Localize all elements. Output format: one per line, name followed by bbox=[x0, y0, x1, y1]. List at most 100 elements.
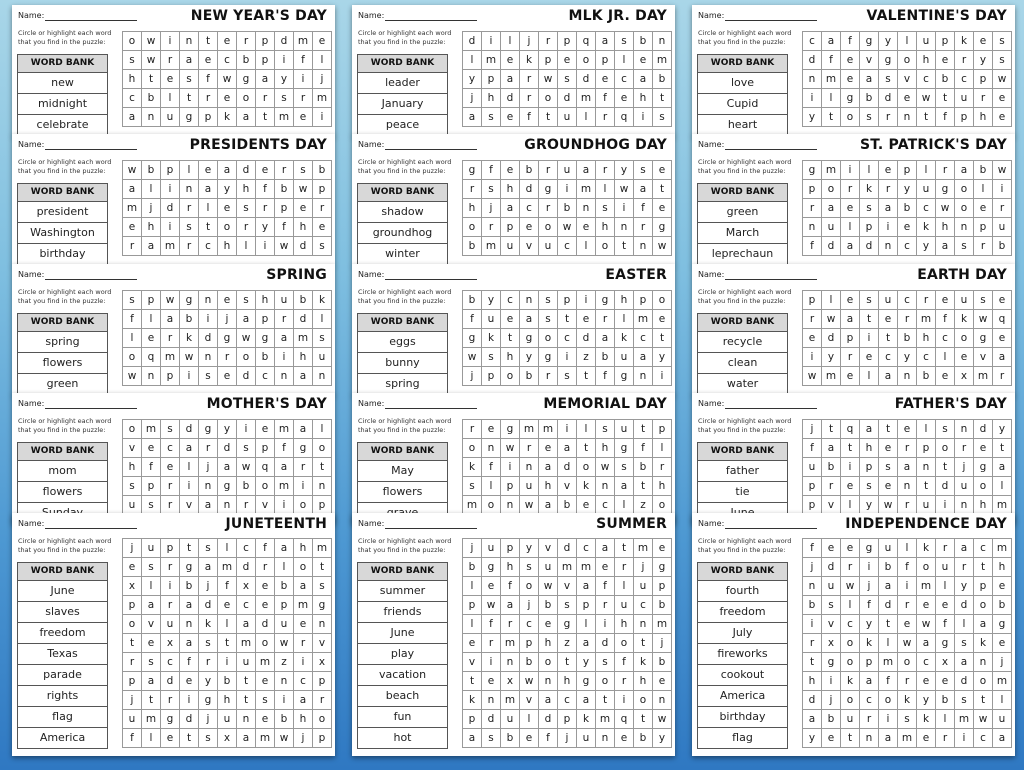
grid-cell[interactable]: h bbox=[595, 438, 615, 458]
grid-cell[interactable]: l bbox=[973, 179, 993, 199]
grid-cell[interactable]: o bbox=[916, 557, 936, 577]
grid-cell[interactable]: p bbox=[557, 290, 577, 310]
grid-cell[interactable]: y bbox=[897, 347, 917, 367]
grid-cell[interactable]: d bbox=[557, 457, 577, 477]
grid-cell[interactable]: p bbox=[312, 179, 332, 199]
grid-cell[interactable]: i bbox=[595, 614, 615, 634]
grid-cell[interactable]: f bbox=[821, 50, 841, 70]
grid-cell[interactable]: l bbox=[992, 476, 1012, 496]
grid-cell[interactable]: i bbox=[935, 495, 955, 515]
grid-cell[interactable]: j bbox=[198, 457, 218, 477]
grid-cell[interactable]: o bbox=[462, 438, 482, 458]
grid-cell[interactable]: u bbox=[802, 457, 822, 477]
grid-cell[interactable]: o bbox=[840, 633, 860, 653]
grid-cell[interactable]: g bbox=[859, 538, 879, 558]
grid-cell[interactable]: m bbox=[236, 633, 256, 653]
grid-cell[interactable]: a bbox=[840, 309, 860, 329]
grid-cell[interactable]: i bbox=[293, 69, 313, 89]
grid-cell[interactable]: r bbox=[500, 614, 520, 634]
grid-cell[interactable]: i bbox=[274, 50, 294, 70]
grid-cell[interactable]: q bbox=[614, 107, 634, 127]
grid-cell[interactable]: g bbox=[255, 328, 275, 348]
grid-cell[interactable]: g bbox=[652, 217, 672, 237]
grid-cell[interactable]: e bbox=[217, 31, 237, 51]
grid-cell[interactable]: o bbox=[312, 709, 332, 729]
grid-cell[interactable]: u bbox=[916, 31, 936, 51]
grid-cell[interactable]: g bbox=[557, 614, 577, 634]
grid-cell[interactable]: h bbox=[500, 557, 520, 577]
grid-cell[interactable]: w bbox=[160, 290, 180, 310]
grid-cell[interactable]: r bbox=[935, 160, 955, 180]
grid-cell[interactable]: g bbox=[935, 633, 955, 653]
grid-cell[interactable]: n bbox=[312, 476, 332, 496]
grid-cell[interactable]: r bbox=[935, 728, 955, 748]
grid-cell[interactable]: i bbox=[878, 217, 898, 237]
grid-cell[interactable]: a bbox=[500, 198, 520, 218]
grid-cell[interactable]: y bbox=[652, 728, 672, 748]
grid-cell[interactable]: r bbox=[198, 652, 218, 672]
grid-cell[interactable]: b bbox=[821, 457, 841, 477]
grid-cell[interactable]: e bbox=[840, 366, 860, 386]
grid-cell[interactable]: a bbox=[198, 179, 218, 199]
grid-cell[interactable]: l bbox=[141, 179, 161, 199]
grid-cell[interactable]: r bbox=[538, 198, 558, 218]
grid-cell[interactable]: h bbox=[652, 476, 672, 496]
grid-cell[interactable]: u bbox=[576, 728, 596, 748]
grid-cell[interactable]: a bbox=[122, 107, 142, 127]
grid-cell[interactable]: f bbox=[859, 595, 879, 615]
grid-cell[interactable]: u bbox=[878, 290, 898, 310]
grid-cell[interactable]: s bbox=[481, 728, 501, 748]
grid-cell[interactable]: s bbox=[878, 69, 898, 89]
grid-cell[interactable]: u bbox=[614, 595, 634, 615]
grid-cell[interactable]: u bbox=[633, 576, 653, 596]
grid-cell[interactable]: k bbox=[954, 31, 974, 51]
grid-cell[interactable]: b bbox=[935, 69, 955, 89]
grid-cell[interactable]: s bbox=[954, 690, 974, 710]
grid-cell[interactable]: f bbox=[274, 438, 294, 458]
grid-cell[interactable]: r bbox=[462, 419, 482, 439]
grid-cell[interactable]: z bbox=[633, 495, 653, 515]
grid-cell[interactable]: r bbox=[878, 179, 898, 199]
grid-cell[interactable]: u bbox=[236, 652, 256, 672]
grid-cell[interactable]: w bbox=[519, 495, 539, 515]
grid-cell[interactable]: d bbox=[236, 557, 256, 577]
grid-cell[interactable]: u bbox=[538, 557, 558, 577]
grid-cell[interactable]: h bbox=[236, 179, 256, 199]
grid-cell[interactable]: l bbox=[935, 347, 955, 367]
grid-cell[interactable]: e bbox=[973, 438, 993, 458]
grid-cell[interactable]: o bbox=[652, 495, 672, 515]
grid-cell[interactable]: p bbox=[954, 107, 974, 127]
grid-cell[interactable]: s bbox=[160, 419, 180, 439]
grid-cell[interactable]: m bbox=[576, 88, 596, 108]
grid-cell[interactable]: t bbox=[141, 69, 161, 89]
grid-cell[interactable]: o bbox=[652, 290, 672, 310]
grid-cell[interactable]: o bbox=[840, 690, 860, 710]
grid-cell[interactable]: u bbox=[122, 495, 142, 515]
grid-cell[interactable]: p bbox=[274, 198, 294, 218]
grid-cell[interactable]: u bbox=[821, 576, 841, 596]
grid-cell[interactable]: d bbox=[462, 31, 482, 51]
grid-cell[interactable]: v bbox=[821, 495, 841, 515]
grid-cell[interactable]: m bbox=[293, 328, 313, 348]
grid-cell[interactable]: m bbox=[897, 728, 917, 748]
grid-cell[interactable]: s bbox=[614, 457, 634, 477]
grid-cell[interactable]: s bbox=[122, 290, 142, 310]
grid-cell[interactable]: x bbox=[236, 576, 256, 596]
grid-cell[interactable]: r bbox=[897, 309, 917, 329]
grid-cell[interactable]: k bbox=[576, 476, 596, 496]
grid-cell[interactable]: l bbox=[198, 198, 218, 218]
grid-cell[interactable]: k bbox=[954, 309, 974, 329]
grid-cell[interactable]: g bbox=[312, 595, 332, 615]
grid-cell[interactable]: a bbox=[236, 728, 256, 748]
grid-cell[interactable]: l bbox=[141, 728, 161, 748]
grid-cell[interactable]: a bbox=[992, 728, 1012, 748]
grid-cell[interactable]: s bbox=[935, 419, 955, 439]
grid-cell[interactable]: p bbox=[274, 595, 294, 615]
grid-cell[interactable]: l bbox=[840, 495, 860, 515]
grid-cell[interactable]: h bbox=[481, 88, 501, 108]
grid-cell[interactable]: o bbox=[500, 366, 520, 386]
grid-cell[interactable]: p bbox=[312, 728, 332, 748]
grid-cell[interactable]: r bbox=[802, 198, 822, 218]
grid-cell[interactable]: e bbox=[954, 347, 974, 367]
grid-cell[interactable]: g bbox=[519, 328, 539, 348]
